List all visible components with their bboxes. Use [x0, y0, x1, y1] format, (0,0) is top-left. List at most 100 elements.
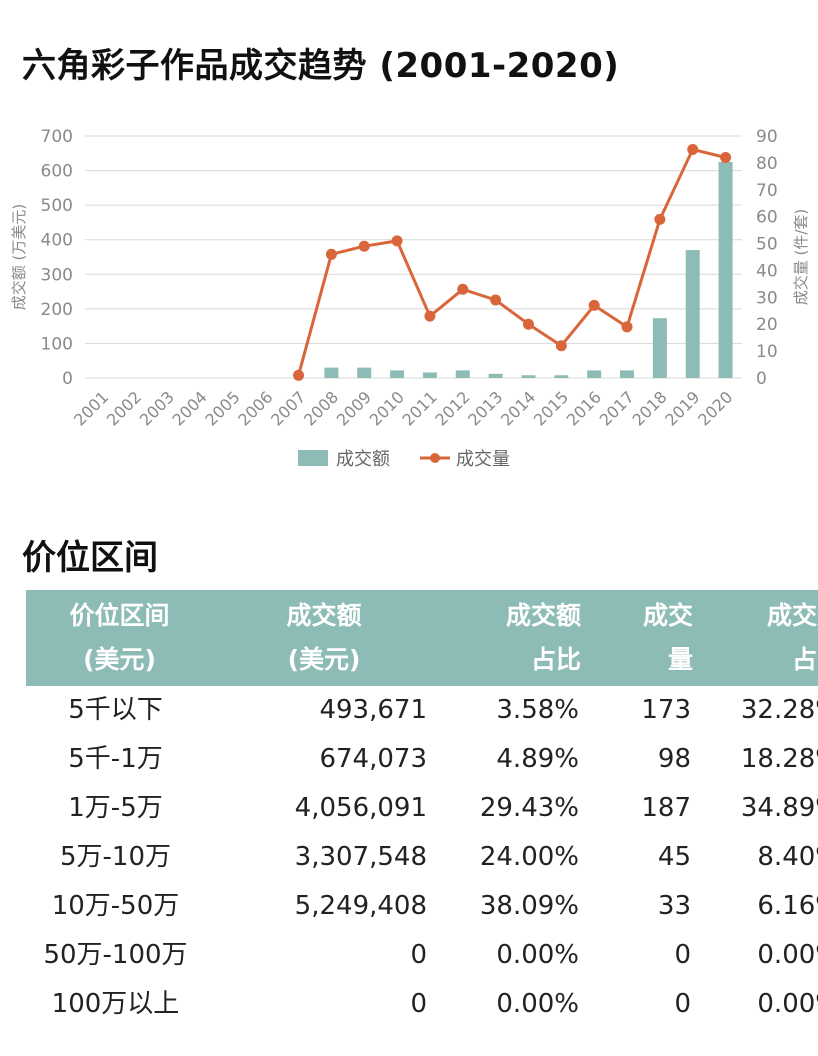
y-tick-label-left: 700 [41, 127, 73, 147]
bar-2010 [390, 370, 405, 378]
y-tick-label-right: 40 [756, 261, 778, 281]
header-cell: 成交额 (美元) [213, 590, 435, 686]
table-cell: 24.00% [479, 842, 579, 872]
bar-2013 [488, 373, 503, 378]
header-line: (美元) [287, 645, 361, 674]
y-tick-label-right: 80 [756, 154, 778, 174]
bar-2015 [554, 375, 569, 378]
legend-swatch-point [430, 453, 440, 463]
bar-2014 [521, 375, 536, 378]
bar-2018 [652, 318, 667, 378]
point-2013 [490, 294, 502, 306]
table-cell: 4.89% [496, 744, 579, 774]
header-line: 成交 [642, 601, 693, 630]
header-line: 占比 [791, 645, 818, 674]
y-tick-label-right: 50 [756, 235, 778, 255]
point-2007 [293, 369, 305, 381]
y-tick-label-left: 600 [41, 162, 73, 182]
y-tick-label-right: 70 [756, 181, 778, 201]
legend-label-line: 成交量 [456, 449, 510, 470]
chart-title: 六角彩子作品成交趋势 (2001-2020) [22, 46, 620, 86]
bar-2020 [718, 161, 733, 378]
point-2015 [555, 340, 567, 352]
x-tick-label: 2009 [333, 387, 375, 429]
bar-2017 [620, 370, 635, 378]
table-row: 100万以上 0 0.00% 0 0.00% [26, 980, 818, 1029]
header-line: 价位区间 [69, 601, 170, 630]
x-tick-label: 2003 [136, 387, 178, 429]
x-tick-label: 2007 [267, 387, 309, 429]
header-cell: 价位区间 (美元) [26, 590, 213, 686]
table-cell: 29.43% [479, 793, 579, 823]
table-cell: 5千-1万 [68, 744, 163, 774]
series-line-volume [297, 147, 726, 376]
x-tick-label: 2012 [431, 387, 473, 429]
table-cell: 0 [410, 940, 427, 970]
x-tick-label: 2004 [169, 387, 211, 429]
y-tick-label-left: 0 [62, 369, 73, 389]
table-cell: 5万-10万 [59, 842, 171, 872]
table-cell: 4,056,091 [294, 793, 427, 823]
y-tick-label-right: 10 [756, 342, 778, 362]
y-axis-title-left: 成交额 (万美元) [10, 204, 28, 310]
header-line: (美元) [83, 645, 156, 674]
y-tick-label-right: 90 [756, 127, 778, 147]
table-cell: 10万-50万 [51, 891, 180, 921]
table-cell: 173 [641, 695, 691, 725]
table-cell: 0.00% [757, 989, 818, 1019]
x-tick-label: 2015 [530, 387, 572, 429]
point-2012 [457, 283, 469, 295]
table-cell: 0 [674, 989, 691, 1019]
table-cell: 1万-5万 [68, 793, 163, 823]
table-cell: 38.09% [479, 891, 579, 921]
section-title: 价位区间 [22, 538, 158, 578]
y-tick-label-right: 60 [756, 208, 778, 228]
point-2020 [720, 152, 732, 164]
header-line: 占比 [530, 645, 581, 674]
table-cell: 5千以下 [68, 695, 163, 725]
point-2017 [621, 321, 633, 333]
y-tick-label-left: 100 [41, 334, 73, 354]
bar-2011 [422, 372, 437, 378]
legend-label-bar: 成交额 [336, 449, 390, 470]
y-tick-label-left: 200 [41, 300, 73, 320]
bar-2009 [357, 367, 372, 378]
bar-2012 [455, 370, 470, 378]
header-line: 成交量 [766, 601, 818, 630]
table-cell: 45 [657, 842, 691, 872]
point-2010 [391, 235, 403, 247]
table-cell: 0.00% [757, 940, 818, 970]
y-axis-title-right: 成交量 (件/套) [792, 209, 810, 306]
table-cell: 3,307,548 [294, 842, 427, 872]
table-cell: 0 [410, 989, 427, 1019]
x-tick-label: 2001 [70, 387, 112, 429]
x-tick-label: 2018 [628, 387, 670, 429]
x-tick-label: 2010 [366, 387, 408, 429]
table-row: 10万-50万 5,249,408 38.09% 33 6.16% [26, 882, 818, 931]
table-row: 5千以下 493,671 3.58% 173 32.28% [26, 686, 818, 735]
header-line: 成交额 [505, 601, 581, 630]
table-cell: 0.00% [496, 940, 579, 970]
header-cell: 成交量占比 [699, 590, 818, 686]
legend-swatch-bar [298, 450, 328, 466]
table-cell: 0 [674, 940, 691, 970]
table-cell: 6.16% [757, 891, 818, 921]
table-cell: 18.28% [740, 744, 818, 774]
x-tick-label: 2019 [661, 387, 703, 429]
y-tick-label-right: 30 [756, 288, 778, 308]
table-cell: 33 [657, 891, 691, 921]
table-cell: 98 [657, 744, 691, 774]
header-cell: 成交额占比 [435, 590, 587, 686]
y-tick-label-left: 300 [41, 265, 73, 285]
table-cell: 8.40% [757, 842, 818, 872]
table-cell: 3.58% [496, 695, 579, 725]
x-tick-label: 2006 [234, 387, 276, 429]
table-cell: 493,671 [319, 695, 427, 725]
table-cell: 34.89% [740, 793, 818, 823]
point-2009 [358, 240, 370, 252]
point-2011 [424, 310, 436, 322]
table-row: 5万-10万 3,307,548 24.00% 45 8.40% [26, 833, 818, 882]
point-2008 [325, 248, 337, 260]
header-cell: 成交量 [587, 590, 699, 686]
